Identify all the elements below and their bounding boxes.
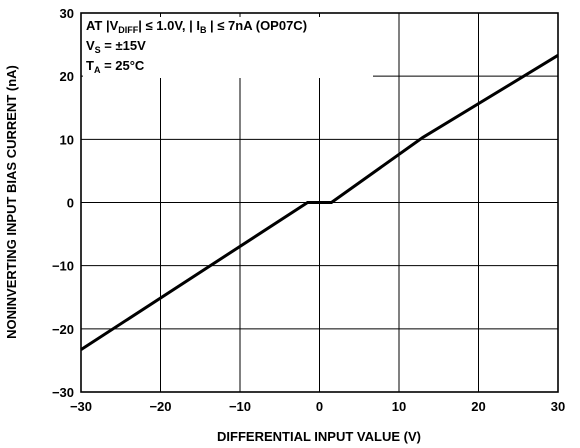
x-tick-labels: −30 −20 −10 0 10 20 30	[70, 399, 565, 414]
y-tick-label: −20	[52, 322, 74, 337]
y-tick-label: 0	[67, 196, 74, 211]
annotation-line-1: AT |VDIFF| ≤ 1.0V, | IB | ≤ 7nA (OP07C)	[86, 18, 307, 35]
x-tick-label: −30	[70, 399, 92, 414]
x-tick-label: 30	[551, 399, 565, 414]
x-axis-title: DIFFERENTIAL INPUT VALUE (V)	[217, 429, 421, 444]
series-line	[80, 54, 559, 351]
annotation-line-3: TA = 25°C	[86, 58, 145, 75]
annotation-line-2: VS = ±15V	[86, 38, 146, 55]
y-tick-label: 20	[60, 69, 74, 84]
y-tick-label: −10	[52, 259, 74, 274]
annotation-background	[83, 17, 373, 78]
y-axis-title: NONINVERTING INPUT BIAS CURRENT (nA)	[4, 65, 19, 339]
x-tick-label: −10	[229, 399, 251, 414]
plot-frame	[80, 12, 559, 393]
x-tick-label: 10	[392, 399, 406, 414]
x-tick-label: 0	[316, 399, 323, 414]
x-tick-label: 20	[471, 399, 485, 414]
y-tick-label: 10	[60, 132, 74, 147]
y-tick-labels: −30 −20 −10 0 10 20 30	[52, 6, 74, 400]
y-tick-label: −30	[52, 385, 74, 400]
y-tick-label: 30	[60, 6, 74, 21]
x-tick-label: −20	[149, 399, 171, 414]
